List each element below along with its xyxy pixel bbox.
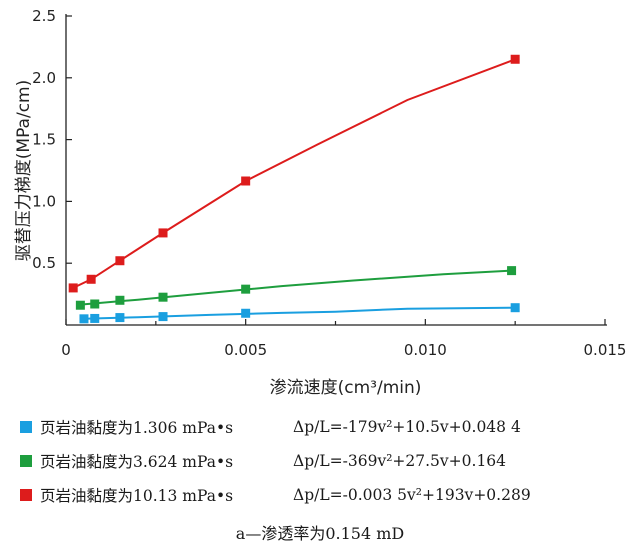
chart-axes: 0.5 1.0 1.5 2.0 2.5 0 0.005 0.010 0.015	[32, 7, 626, 359]
legend: 页岩油黏度为1.306 mPa•s Δp/L=-179v²+10.5v+0.04…	[20, 410, 630, 512]
data-point-marker	[75, 300, 85, 310]
data-point-marker	[79, 314, 89, 324]
data-point-marker	[241, 284, 251, 294]
series-line-1	[83, 306, 516, 320]
series-line-3	[72, 58, 516, 289]
y-tick-label: 1.5	[32, 131, 56, 149]
y-tick-label: 2.5	[32, 7, 56, 25]
x-tick-label: 0.015	[584, 341, 627, 359]
data-point-marker	[241, 308, 251, 318]
x-tick-label: 0.010	[404, 341, 447, 359]
legend-item: 页岩油黏度为3.624 mPa•s Δp/L=-369v²+27.5v+0.16…	[20, 444, 630, 478]
data-point-marker	[510, 54, 520, 64]
legend-swatch	[20, 421, 32, 433]
series-line-2	[80, 269, 512, 306]
legend-swatch	[20, 455, 32, 467]
legend-item: 页岩油黏度为1.306 mPa•s Δp/L=-179v²+10.5v+0.04…	[20, 410, 630, 444]
y-axis-title: 驱替压力梯度(MPa/cm)	[14, 80, 34, 261]
legend-item: 页岩油黏度为10.13 mPa•s Δp/L=-0.003 5v²+193v+0…	[20, 478, 630, 512]
y-tick-label: 1.0	[32, 192, 56, 210]
legend-series-name: 页岩油黏度为10.13 mPa•s	[40, 487, 234, 505]
data-point-marker	[115, 313, 125, 323]
data-point-marker	[158, 228, 168, 238]
data-point-marker	[158, 312, 168, 322]
legend-swatch	[20, 489, 32, 501]
legend-equation: Δp/L=-369v²+27.5v+0.164	[293, 452, 507, 470]
data-point-marker	[510, 303, 520, 313]
x-tick-label: 0.005	[224, 341, 267, 359]
data-point-marker	[68, 283, 78, 293]
data-point-marker	[90, 299, 100, 309]
legend-equation: Δp/L=-0.003 5v²+193v+0.289	[293, 486, 531, 504]
data-point-marker	[115, 295, 125, 305]
legend-series-name: 页岩油黏度为3.624 mPa•s	[40, 453, 234, 471]
data-point-marker	[90, 313, 100, 323]
data-point-marker	[241, 176, 251, 186]
legend-equation: Δp/L=-179v²+10.5v+0.048 4	[293, 418, 521, 436]
data-point-marker	[86, 274, 96, 284]
data-point-marker	[507, 266, 517, 276]
chart-plot-area	[68, 54, 520, 324]
figure-caption: a—渗透率为0.154 mD	[235, 524, 405, 543]
data-point-marker	[115, 256, 125, 266]
y-tick-label: 0.5	[32, 254, 56, 272]
legend-series-name: 页岩油黏度为1.306 mPa•s	[40, 419, 234, 437]
x-tick-label: 0	[61, 341, 71, 359]
chart: 0.5 1.0 1.5 2.0 2.5 0 0.005 0.010 0.015 渗流速度(cm³…	[14, 7, 626, 398]
x-axis-title: 渗流速度(cm³/min)	[270, 378, 422, 398]
y-tick-label: 2.0	[32, 69, 56, 87]
data-point-marker	[158, 292, 168, 302]
